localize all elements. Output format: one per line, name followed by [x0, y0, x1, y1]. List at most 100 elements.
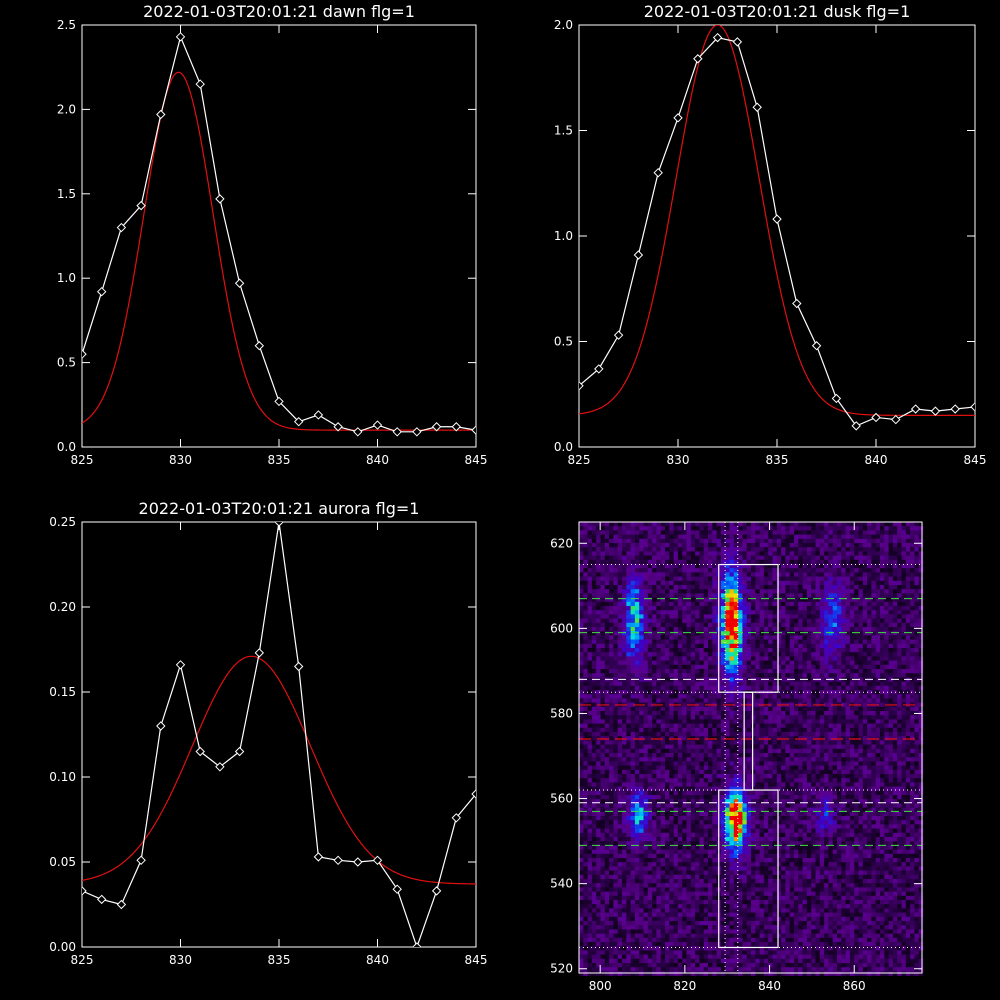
heatmap-cell	[622, 576, 627, 582]
heatmap-cell	[695, 568, 700, 573]
heatmap-cell	[647, 769, 653, 775]
heatmap-cell	[673, 589, 679, 594]
heatmap-cell	[815, 715, 821, 720]
heatmap-cell	[712, 757, 717, 762]
heatmap-cell	[643, 547, 649, 552]
heatmap-cell	[884, 522, 889, 527]
heatmap-cell	[858, 622, 864, 628]
heatmap-cell	[768, 597, 773, 603]
heatmap-cell	[708, 606, 713, 611]
heatmap-cell	[768, 601, 773, 607]
heatmap-cell	[729, 669, 735, 674]
y-tick-label: 0.20	[49, 600, 76, 614]
heatmap-cell	[617, 723, 623, 729]
heatmap-cell	[824, 547, 829, 552]
heatmap-cell	[669, 669, 674, 674]
heatmap-cell	[622, 673, 627, 678]
heatmap-cell	[583, 744, 588, 750]
heatmap-cell	[699, 576, 704, 582]
heatmap-cell	[596, 522, 601, 527]
heatmap-cell	[768, 614, 773, 619]
heatmap-cell	[918, 618, 924, 624]
heatmap-cell	[591, 681, 597, 687]
heatmap-cell	[849, 639, 855, 645]
heatmap-cell	[729, 555, 735, 561]
heatmap-cell	[609, 656, 614, 661]
heatmap-cell	[583, 694, 588, 699]
heatmap-cell	[759, 719, 765, 724]
heatmap-cell	[785, 618, 790, 624]
heatmap-cell	[871, 551, 876, 556]
heatmap-cell	[712, 685, 717, 691]
heatmap-cell	[880, 572, 885, 577]
heatmap-cell	[815, 711, 821, 716]
heatmap-cell	[759, 761, 765, 766]
heatmap-cell	[815, 748, 821, 754]
heatmap-cell	[832, 576, 838, 582]
heatmap-cell	[626, 669, 631, 674]
heatmap-cell	[918, 660, 924, 666]
heatmap-cell	[591, 543, 597, 548]
heatmap-cell	[811, 526, 816, 531]
heatmap-cell	[897, 639, 902, 645]
heatmap-cell	[871, 727, 876, 733]
heatmap-cell	[802, 589, 808, 594]
heatmap-cell	[854, 631, 859, 636]
heatmap-cell	[918, 685, 924, 691]
heatmap-cell	[849, 534, 855, 540]
heatmap-cell	[622, 530, 627, 535]
heatmap-cell	[600, 677, 606, 682]
data-point	[96, 894, 107, 905]
heatmap-cell	[604, 547, 610, 552]
heatmap-cell	[643, 580, 649, 586]
heatmap-cell	[858, 698, 864, 703]
heatmap-cell	[733, 748, 739, 754]
heatmap-cell	[634, 664, 640, 670]
heatmap-cell	[738, 559, 743, 565]
heatmap-cell	[914, 559, 919, 565]
heatmap-cell	[703, 564, 709, 569]
heatmap-cell	[854, 769, 859, 775]
heatmap-cell	[583, 732, 588, 737]
heatmap-cell	[673, 656, 679, 661]
heatmap-cell	[888, 748, 894, 754]
heatmap-cell	[673, 757, 679, 762]
heatmap-cell	[785, 694, 790, 699]
heatmap-cell	[725, 568, 730, 573]
heatmap-cell	[858, 606, 864, 611]
heatmap-cell	[591, 715, 597, 720]
heatmap-cell	[811, 585, 816, 590]
heatmap-cell	[716, 740, 722, 745]
heatmap-cell	[884, 732, 889, 737]
heatmap-cell	[673, 559, 679, 565]
heatmap-cell	[776, 681, 782, 687]
heatmap-cell	[892, 568, 898, 573]
data-point	[274, 396, 284, 407]
heatmap-cell	[897, 522, 902, 527]
heatmap-cell	[901, 748, 907, 754]
heatmap-cell	[579, 526, 584, 531]
heatmap-cell	[669, 593, 674, 598]
heatmap-cell	[849, 660, 855, 666]
heatmap-cell	[583, 555, 588, 561]
heatmap-cell	[738, 547, 743, 552]
heatmap-cell	[824, 555, 829, 561]
heatmap-cell	[617, 551, 623, 556]
x-tick-label: 825	[71, 453, 94, 467]
heatmap-cell	[656, 723, 661, 729]
heatmap-cell	[789, 597, 795, 603]
heatmap-cell	[596, 723, 601, 729]
heatmap-cell	[884, 664, 889, 670]
heatmap-cell	[673, 769, 679, 775]
heatmap-cell	[875, 711, 881, 716]
heatmap-cell	[918, 580, 924, 586]
heatmap-cell	[763, 664, 769, 670]
heatmap-cell	[591, 589, 597, 594]
heatmap-cell	[819, 564, 825, 569]
heatmap-cell	[677, 769, 683, 775]
heatmap-cell	[798, 753, 803, 758]
heatmap-cell	[789, 715, 795, 720]
heatmap-cell	[712, 711, 717, 716]
heatmap-cell	[647, 593, 653, 598]
heatmap-cell	[600, 719, 606, 724]
